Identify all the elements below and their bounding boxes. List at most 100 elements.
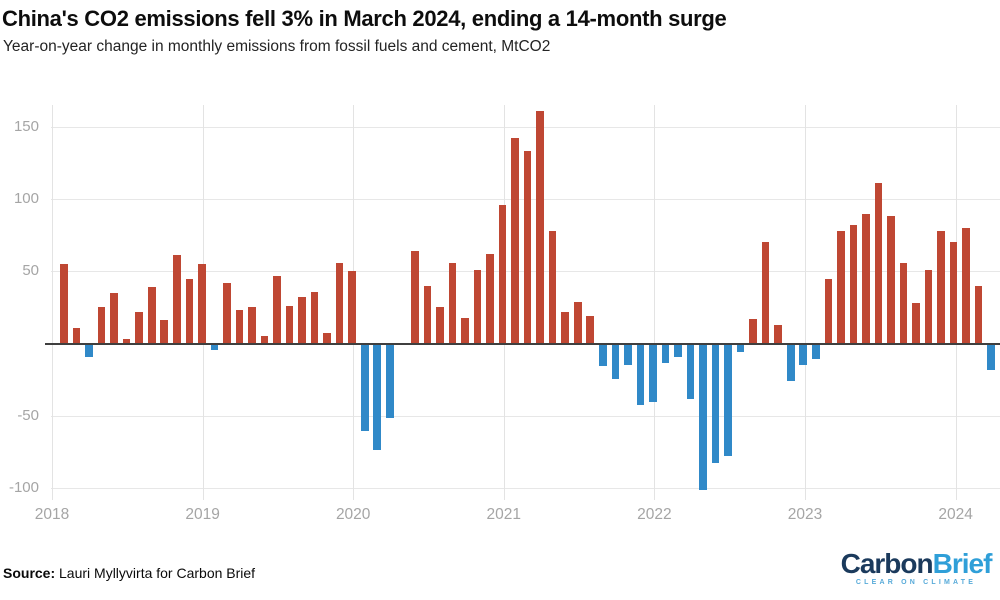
y-tick-label--50: -50 [17, 406, 39, 424]
plot-area [51, 100, 1000, 500]
bar-2019-04 [248, 307, 256, 344]
bar-2022-03 [686, 344, 695, 400]
bar-2018-06 [122, 339, 131, 344]
bar-2018-04 [97, 307, 106, 344]
bar-2018-10 [172, 255, 181, 344]
bar-2018-11 [185, 278, 194, 344]
bar-2023-02 [824, 278, 833, 344]
chart-subtitle: Year-on-year change in monthly emissions… [3, 38, 551, 55]
x-tick-label-2024: 2024 [938, 506, 973, 523]
bar-2020-03 [385, 344, 394, 419]
bar-2019-05 [260, 336, 269, 344]
bar-2023-07 [887, 216, 895, 344]
y-tick-label-50: 50 [22, 262, 39, 280]
bar-2020-05 [411, 251, 419, 344]
bar-2022-07 [736, 344, 745, 352]
bar-2023-12 [949, 242, 958, 344]
bar-2022-02 [674, 344, 682, 358]
logo-brief: Brief [932, 548, 993, 579]
bar-2021-06 [573, 301, 582, 344]
bar-2022-04 [699, 344, 707, 491]
bar-2022-08 [749, 318, 757, 344]
bar-2020-12 [498, 204, 507, 344]
bar-2021-03 [536, 111, 544, 344]
gridline-x-2023 [805, 105, 806, 500]
bar-2023-05 [862, 213, 870, 344]
bar-2023-06 [874, 183, 883, 344]
bar-2020-06 [423, 285, 432, 344]
bar-2021-07 [586, 316, 595, 344]
bar-2023-10 [924, 269, 933, 344]
logo-wordmark: CarbonBrief [836, 549, 996, 579]
bar-2018-12 [198, 264, 206, 344]
logo-tagline: CLEAR ON CLIMATE [855, 579, 977, 586]
bar-2023-01 [812, 344, 820, 359]
carbonbrief-logo: CarbonBrief CLEAR ON CLIMATE [836, 549, 996, 587]
y-tick-label-150: 150 [13, 117, 39, 135]
source-note: Source: Lauri Myllyvirta for Carbon Brie… [3, 565, 255, 581]
bar-2022-01 [661, 344, 670, 364]
bar-2019-08 [298, 297, 306, 344]
bar-2021-08 [598, 344, 607, 367]
bar-2023-08 [899, 262, 908, 344]
bar-2019-09 [310, 291, 319, 344]
bar-2021-10 [624, 344, 632, 365]
bar-2021-04 [548, 230, 557, 344]
chart-title: China's CO2 emissions fell 3% in March 2… [2, 6, 727, 31]
gridline-y--100 [51, 487, 1000, 489]
bar-2018-01 [60, 264, 68, 344]
bar-2020-02 [373, 344, 382, 450]
gridline-x-2018 [52, 105, 53, 500]
bar-2024-01 [962, 227, 970, 344]
zero-axis-line [45, 342, 1000, 345]
bar-2018-07 [135, 311, 143, 344]
bar-2019-02 [223, 282, 231, 344]
bar-2019-07 [285, 305, 294, 344]
bar-2021-12 [649, 344, 657, 403]
gridline-y-150 [51, 126, 1000, 128]
bar-2021-09 [611, 344, 620, 380]
bar-2018-02 [72, 327, 81, 344]
bar-chart: 150 100 50 -50 -100 2018 2019 2020 2021 2022 2023 2… [0, 100, 1000, 540]
bar-2019-10 [323, 333, 331, 344]
bar-2023-03 [837, 230, 845, 344]
y-tick-label--100: -100 [8, 478, 39, 496]
source-label: Source: [3, 565, 56, 581]
bar-2018-05 [110, 292, 118, 344]
bar-2019-01 [210, 344, 219, 351]
x-tick-label-2019: 2019 [185, 506, 220, 523]
bar-2020-08 [448, 262, 457, 344]
bar-2021-01 [511, 138, 519, 344]
bar-2020-10 [473, 269, 482, 344]
gridline-y--50 [51, 415, 1000, 417]
bar-2021-05 [561, 311, 569, 344]
bar-2023-11 [937, 230, 945, 344]
gridline-x-2022 [654, 105, 656, 500]
bar-2020-01 [360, 344, 369, 432]
bar-2020-07 [436, 307, 444, 344]
x-tick-label-2021: 2021 [486, 506, 522, 523]
bar-2020-11 [486, 253, 494, 344]
logo-carbon: Carbon [840, 548, 934, 579]
bar-2020-09 [461, 317, 469, 344]
bar-2023-09 [912, 303, 920, 344]
bar-2018-08 [147, 287, 156, 344]
y-tick-label-100: 100 [13, 190, 39, 208]
x-tick-label-2018: 2018 [34, 506, 70, 523]
bar-2023-04 [849, 225, 858, 344]
x-tick-label-2023: 2023 [787, 506, 823, 523]
bar-2022-10 [774, 324, 782, 344]
bar-2019-12 [348, 271, 356, 344]
bar-2022-12 [799, 344, 808, 365]
source-text: Lauri Myllyvirta for Carbon Brief [55, 565, 256, 581]
bar-2022-09 [761, 242, 770, 344]
bar-2022-05 [711, 344, 720, 463]
bar-2019-03 [235, 310, 244, 344]
bar-2022-11 [786, 344, 795, 381]
bar-2022-06 [724, 344, 732, 456]
bar-2018-03 [85, 344, 93, 358]
bar-2021-02 [523, 151, 532, 344]
x-tick-label-2022: 2022 [637, 506, 672, 523]
bar-2024-02 [974, 285, 983, 344]
